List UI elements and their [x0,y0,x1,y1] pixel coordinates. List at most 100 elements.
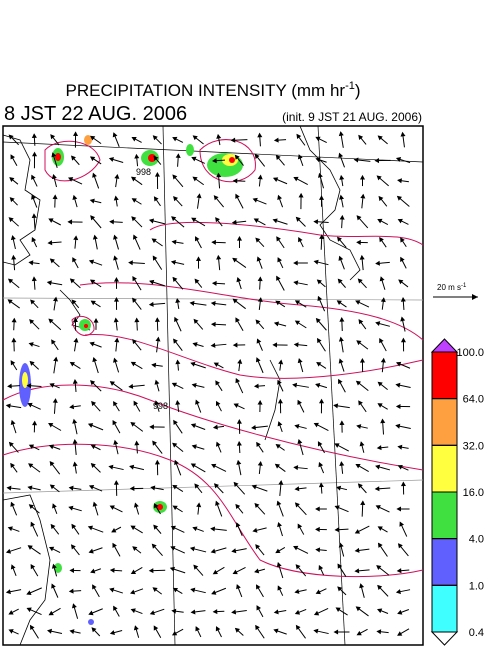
wind-arrow-head [272,218,278,224]
wind-arrow-head [255,237,261,243]
wind-arrow-head [30,299,36,305]
wind-arrow-head [333,403,339,409]
wind-arrow-head [400,131,406,137]
wind-arrow-head [359,174,366,180]
wind-arrow-head [48,318,54,324]
wind-arrow-head [169,566,176,572]
wind-arrow-head [175,298,181,303]
wind-arrow-head [113,255,119,261]
colorbar-label: 32.0 [463,440,484,452]
wind-arrow-head [360,500,366,506]
wind-arrow-head [273,628,279,634]
wind-arrow-head [232,569,238,575]
isobar-label: 998 [136,167,151,177]
wind-arrow-head [354,568,360,574]
graticule [2,125,424,646]
wind-arrow-head [192,176,198,182]
wind-arrow-head [397,543,403,549]
wind-arrow-head [298,192,304,198]
wind-arrow-head [189,546,196,552]
wind-arrow-head [257,460,263,466]
wind-arrow-head [173,338,178,344]
wind-arrow-head [47,240,53,246]
wind-arrow-head [235,503,241,510]
wind-arrow-head [154,459,160,465]
wind-arrow-head [31,133,37,138]
wind-arrow-head [72,257,77,263]
wind-arrow-head [129,486,135,492]
colorbar-segment [431,584,458,633]
wind-arrow-head [9,197,15,203]
wind-arrow-head [253,383,259,389]
wind-arrow-head [46,280,52,286]
wind-arrow-head [356,215,362,221]
wind-arrow-head [69,361,75,367]
wind-arrow-head [313,219,319,225]
wind-arrow-head [211,239,216,245]
wind-arrow-head [356,424,362,430]
wind-arrow-head [73,131,79,136]
isobar [71,315,95,336]
wind-arrow-head [51,173,57,180]
wind-arrow-head [234,154,240,160]
wind-arrow-head [257,276,263,282]
wind-arrow-head [148,568,154,574]
wind-arrow-head [52,194,58,200]
coastline [2,125,361,646]
wind-arrow-head [375,260,380,266]
wind-arrow-head [213,483,219,489]
rain-cell [22,372,28,388]
wind-arrow-head [235,377,241,384]
wind-arrow-head [174,459,179,465]
wind-arrow-head [128,383,134,389]
wind-arrow-head [90,300,96,306]
wind-arrow-head [30,521,36,527]
wind-arrow-head [92,172,97,178]
wind-arrow-head [334,505,340,511]
wind-arrow-head [113,317,119,323]
wind-arrow-head [28,342,34,347]
wind-arrow-head [354,529,361,534]
wind-arrow-head [175,359,181,365]
wind-arrow-head [396,361,402,367]
wind-arrow-head [275,444,281,449]
wind-arrow-head [317,441,323,447]
wind-arrow-head [297,154,303,160]
wind-arrow-head [153,155,159,161]
wind-arrow-head [317,295,323,302]
colorbar-segment [431,444,458,493]
wind-arrow-head [170,525,176,531]
wind-arrow-head [212,158,217,164]
wind-arrow-head [172,276,178,283]
wind-arrow-head [397,631,403,636]
wind-arrow-head [130,525,136,531]
wind-arrow-head [315,506,320,512]
wind-arrow-head [253,218,259,223]
wind-arrow-head [31,236,37,243]
wind-arrow-head [131,176,137,182]
wind-arrow-head [171,216,177,222]
wind-arrow-head [191,382,197,388]
wind-arrow-head [319,234,325,239]
coast [59,289,91,331]
lat-line [2,141,424,163]
wind-arrow-head [374,486,380,492]
wind-arrow-head [358,134,364,140]
wind-arrow-head [91,400,97,407]
wind-arrow-head [294,589,300,594]
wind-arrow-head [295,216,301,222]
wind-arrow-head [235,193,240,199]
wind-scale-label: 20 m s-1 [437,283,467,292]
wind-arrow-head [134,440,140,446]
wind-arrow-head [195,399,200,405]
wind-arrow-head [339,420,345,425]
wind-arrow-head [210,301,216,307]
wind-arrow-head [256,441,261,448]
wind-arrow-head [359,441,365,447]
wind-arrow-head [113,605,118,611]
colorbar-label: 1.0 [469,580,484,592]
wind-arrow-head [210,526,216,532]
wind-arrow-head [48,546,55,552]
wind-arrow-head [255,584,261,590]
wind-arrow-head [11,254,17,260]
